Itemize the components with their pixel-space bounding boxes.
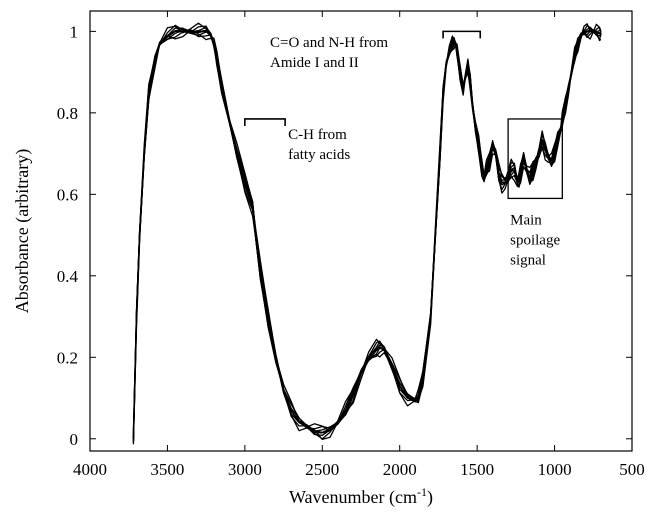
y-axis-ticks: 0 0.2 0.4 0.6 0.8 1 [57,22,632,449]
y-tick-label: 0.4 [57,267,79,286]
annotation-text: signal [510,252,546,268]
x-tick-label: 3000 [228,460,262,479]
y-tick-label: 0.6 [57,185,78,204]
y-axis-label: Absorbance (arbitrary) [12,149,33,313]
annotation-text: Main [510,212,542,228]
x-tick-label: 500 [619,460,645,479]
annotation-text: C-H from [288,127,347,143]
annotation-text: fatty acids [288,147,350,163]
y-tick-label: 0.8 [57,104,78,123]
x-tick-label: 2500 [305,460,339,479]
plot-frame [89,10,633,452]
annotation-text: Amide I and II [270,55,359,71]
x-axis-ticks: 4000 3500 3000 2500 2000 1500 1000 500 [73,11,645,479]
annotations: C-H from fatty acids C=O and N-H from Amide… [244,30,563,268]
x-tick-label: 1000 [538,460,572,479]
annotation-bracket [442,30,482,39]
y-tick-label: 1 [70,22,79,41]
x-tick-label: 2000 [383,460,417,479]
y-tick-label: 0.2 [57,348,78,367]
annotation-bracket [244,118,286,126]
x-tick-label: 3500 [150,460,184,479]
x-tick-label: 4000 [73,460,107,479]
x-axis-label: Wavenumber (cm-1) [289,485,433,508]
spectrum-line [132,22,602,432]
spectrum-series-group [132,22,602,445]
x-tick-label: 1500 [460,460,494,479]
spoilage-region-box [507,118,563,200]
annotation-text: spoilage [510,232,560,248]
spectrum-line [132,24,602,434]
y-tick-label: 0 [70,430,79,449]
annotation-text: C=O and N-H from [270,35,388,51]
